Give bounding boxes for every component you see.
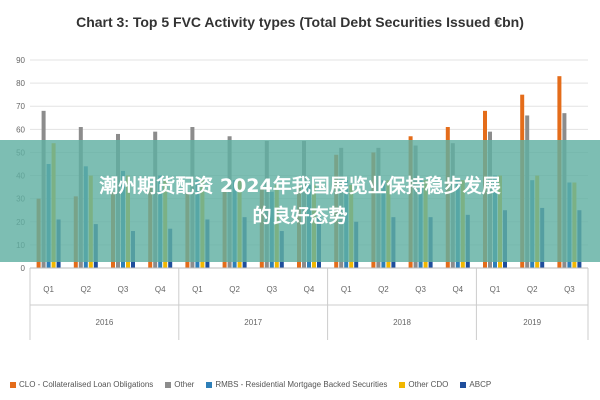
legend-item: CLO - Collateralised Loan Obligations bbox=[10, 380, 153, 389]
group-label: 2018 bbox=[393, 318, 411, 327]
legend-swatch bbox=[10, 381, 16, 388]
legend-item: RMBS - Residential Mortgage Backed Secur… bbox=[206, 380, 387, 389]
y-tick-label: 0 bbox=[21, 264, 26, 273]
legend-label: RMBS - Residential Mortgage Backed Secur… bbox=[215, 380, 388, 389]
overlay-line-2: 的良好态势 bbox=[252, 205, 348, 227]
y-tick-label: 60 bbox=[16, 125, 25, 134]
x-tick-label: Q3 bbox=[415, 285, 426, 294]
legend-swatch bbox=[460, 381, 467, 388]
group-label: 2017 bbox=[244, 318, 262, 327]
x-tick-label: Q4 bbox=[452, 285, 463, 294]
x-tick-label: Q1 bbox=[490, 285, 501, 294]
legend-item: ABCP bbox=[460, 380, 491, 389]
x-tick-label: Q2 bbox=[378, 285, 389, 294]
overlay-line-1: 潮州期货配资 2024年我国展览业保持稳步发展 bbox=[99, 175, 501, 197]
x-tick-label: Q1 bbox=[192, 285, 203, 294]
legend-swatch bbox=[206, 381, 213, 388]
legend-label: Other bbox=[174, 380, 195, 389]
x-tick-label: Q2 bbox=[80, 285, 91, 294]
x-tick-label: Q4 bbox=[155, 285, 166, 294]
legend-label: CLO - Collateralised Loan Obligations bbox=[19, 380, 154, 389]
legend-item: Other bbox=[165, 380, 194, 389]
y-tick-label: 90 bbox=[16, 56, 25, 65]
y-tick-label: 80 bbox=[16, 79, 25, 88]
chart-legend: CLO - Collateralised Loan Obligations Oth… bbox=[10, 380, 600, 389]
x-tick-label: Q4 bbox=[304, 285, 315, 294]
legend-label: Other CDO bbox=[408, 380, 449, 389]
x-tick-label: Q2 bbox=[527, 285, 538, 294]
x-tick-label: Q1 bbox=[43, 285, 54, 294]
legend-swatch bbox=[399, 381, 406, 388]
legend-item: Other CDO bbox=[399, 380, 448, 389]
group-label: 2016 bbox=[96, 318, 114, 327]
y-tick-label: 70 bbox=[16, 102, 25, 111]
x-tick-label: Q3 bbox=[266, 285, 277, 294]
legend-swatch bbox=[165, 381, 172, 388]
legend-label: ABCP bbox=[469, 380, 492, 389]
x-tick-label: Q2 bbox=[229, 285, 240, 294]
x-tick-label: Q1 bbox=[341, 285, 352, 294]
x-tick-label: Q3 bbox=[118, 285, 129, 294]
x-tick-label: Q3 bbox=[564, 285, 575, 294]
chart-title: Chart 3: Top 5 FVC Activity types (Total… bbox=[76, 14, 524, 30]
group-label: 2019 bbox=[523, 318, 541, 327]
overlay-banner: 潮州期货配资 2024年我国展览业保持稳步发展 的良好态势 bbox=[0, 140, 600, 262]
